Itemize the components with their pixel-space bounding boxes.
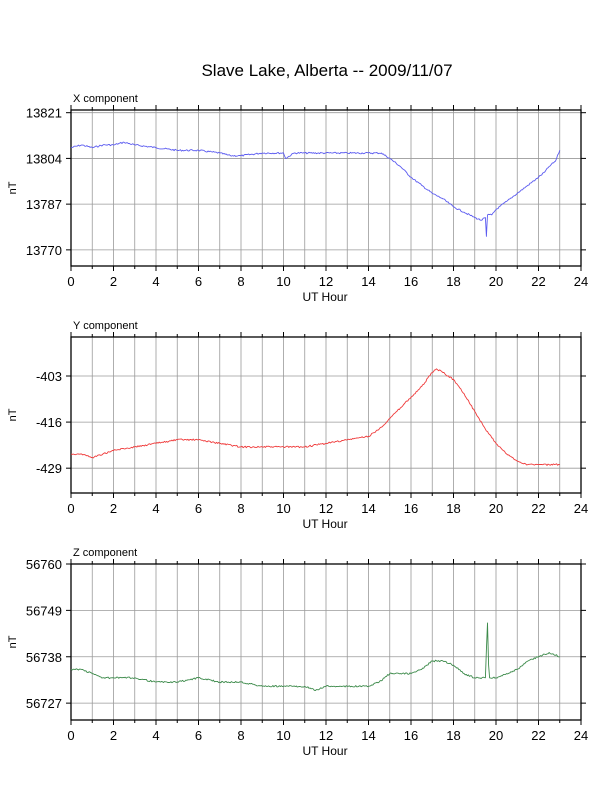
z-y-tick-label: 56749 <box>26 603 62 618</box>
y-data-line <box>70 368 560 466</box>
z-x-tick-label: 2 <box>110 728 117 743</box>
z-x-tick-label: 4 <box>152 728 159 743</box>
x-x-tick-label: 0 <box>67 274 74 289</box>
y-y-tick-label: -416 <box>36 415 62 430</box>
z-x-tick-label: 22 <box>531 728 545 743</box>
x-component-subtitle: X component <box>73 93 138 105</box>
z-x-tick-label: 18 <box>446 728 460 743</box>
z-component-subtitle: Z component <box>73 547 137 559</box>
x-x-tick-label: 20 <box>489 274 503 289</box>
x-data-line <box>70 141 561 237</box>
x-x-axis-label: UT Hour <box>302 290 347 304</box>
y-x-tick-label: 4 <box>152 501 159 516</box>
y-x-tick-label: 22 <box>531 501 545 516</box>
x-x-tick-label: 4 <box>152 274 159 289</box>
x-x-tick-label: 8 <box>237 274 244 289</box>
z-y-axis-label: nT <box>7 635 19 648</box>
z-x-tick-label: 16 <box>404 728 418 743</box>
z-y-tick-label: 56738 <box>26 650 62 665</box>
y-component-subtitle: Y component <box>73 320 138 332</box>
y-y-tick-label: -429 <box>36 461 62 476</box>
y-x-axis-label: UT Hour <box>302 517 347 531</box>
z-x-tick-label: 20 <box>489 728 503 743</box>
x-y-tick-label: 13770 <box>26 243 62 258</box>
x-y-tick-label: 13821 <box>26 106 62 121</box>
y-x-tick-label: 12 <box>319 501 333 516</box>
x-x-tick-label: 18 <box>446 274 460 289</box>
z-x-tick-label: 24 <box>574 728 588 743</box>
y-x-tick-label: 10 <box>276 501 290 516</box>
z-x-tick-label: 14 <box>361 728 375 743</box>
z-x-tick-label: 6 <box>195 728 202 743</box>
x-y-tick-label: 13804 <box>26 151 62 166</box>
y-x-tick-label: 20 <box>489 501 503 516</box>
y-y-tick-label: -403 <box>36 369 62 384</box>
x-y-axis-label: nT <box>7 181 19 194</box>
z-y-tick-label: 56760 <box>26 557 62 572</box>
y-x-tick-label: 18 <box>446 501 460 516</box>
z-x-tick-label: 10 <box>276 728 290 743</box>
y-x-tick-label: 14 <box>361 501 375 516</box>
y-x-tick-label: 24 <box>574 501 588 516</box>
z-data-line <box>70 622 560 691</box>
x-x-tick-label: 14 <box>361 274 375 289</box>
y-x-tick-label: 8 <box>237 501 244 516</box>
z-x-tick-label: 12 <box>319 728 333 743</box>
x-x-tick-label: 22 <box>531 274 545 289</box>
y-x-tick-label: 0 <box>67 501 74 516</box>
y-x-tick-label: 6 <box>195 501 202 516</box>
z-x-axis-label: UT Hour <box>302 744 347 758</box>
x-x-tick-label: 12 <box>319 274 333 289</box>
y-y-axis-label: nT <box>7 408 19 421</box>
z-x-tick-label: 0 <box>67 728 74 743</box>
page-title: Slave Lake, Alberta -- 2009/11/07 <box>201 61 452 80</box>
x-x-tick-label: 6 <box>195 274 202 289</box>
y-x-tick-label: 16 <box>404 501 418 516</box>
z-y-tick-label: 56727 <box>26 696 62 711</box>
x-x-tick-label: 10 <box>276 274 290 289</box>
z-x-tick-label: 8 <box>237 728 244 743</box>
x-y-tick-label: 13787 <box>26 197 62 212</box>
y-x-tick-label: 2 <box>110 501 117 516</box>
x-x-tick-label: 16 <box>404 274 418 289</box>
x-x-tick-label: 2 <box>110 274 117 289</box>
x-x-tick-label: 24 <box>574 274 588 289</box>
